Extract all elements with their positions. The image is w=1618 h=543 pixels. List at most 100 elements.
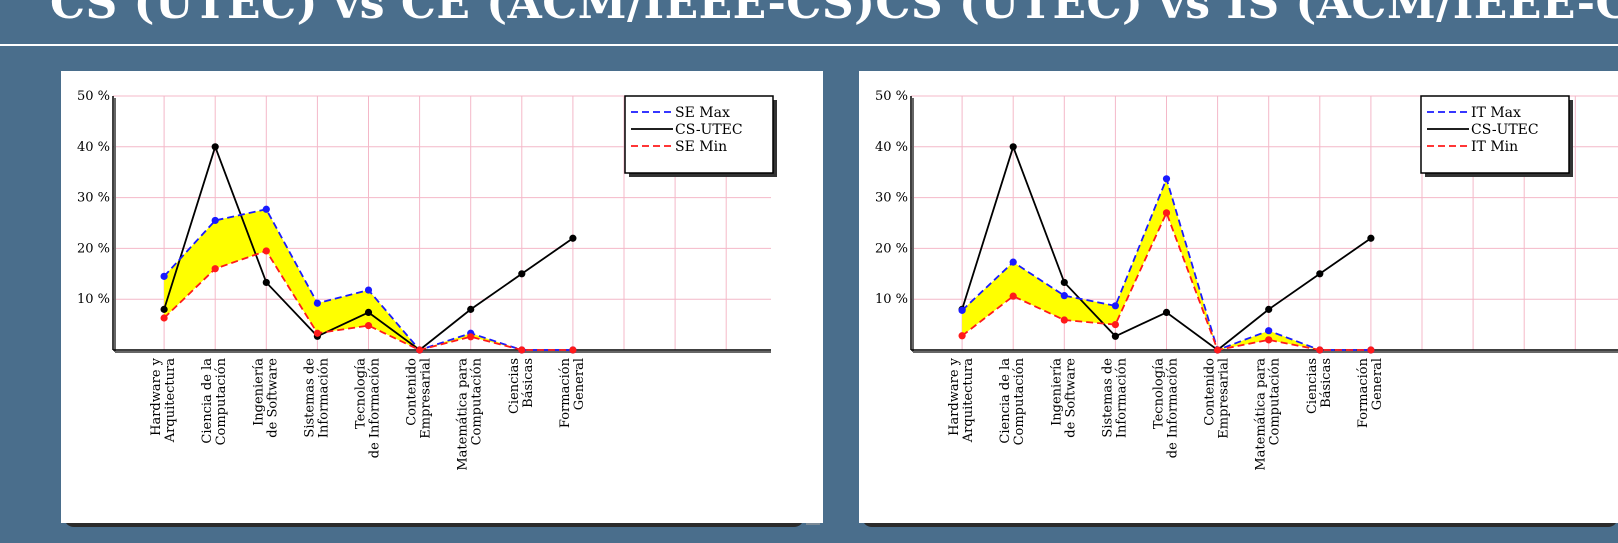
data-point-cs <box>1060 278 1068 287</box>
data-point-min <box>262 247 270 255</box>
data-point-min <box>160 314 168 322</box>
data-point-min <box>1214 346 1222 354</box>
y-tick-label: 50 % <box>875 89 908 104</box>
y-tick-label: 20 % <box>77 241 110 256</box>
data-point-min <box>313 329 321 337</box>
data-point-min <box>1265 336 1273 344</box>
data-point-cs <box>160 305 168 313</box>
legend-label: SE Max <box>675 105 730 121</box>
slide-title: CS (UTEC) vs CE (ACM/IEEE-CS)CS (UTEC) v… <box>50 0 1618 29</box>
category-label-line: Arquitectura <box>961 358 976 443</box>
category-label: Ingenieríade Software <box>1049 358 1078 438</box>
data-point-cs <box>364 308 373 317</box>
data-point-cs <box>1265 305 1273 313</box>
legend-label: CS-UTEC <box>675 122 743 138</box>
category-label-line: Empresarial <box>1217 358 1232 439</box>
data-point-max <box>211 216 219 225</box>
category-label: CienciasBásicas <box>507 358 536 414</box>
category-label-line: General <box>1370 358 1385 410</box>
category-label: FormaciónGeneral <box>1356 357 1385 428</box>
category-label: Ciencia de laComputación <box>200 357 229 445</box>
category-label-line: de Software <box>1063 358 1078 438</box>
y-tick-label: 10 % <box>875 292 908 307</box>
data-point-min <box>1162 209 1171 217</box>
category-label-line: Computación <box>470 357 485 445</box>
data-point-min <box>467 333 475 341</box>
data-point-max <box>1060 292 1068 300</box>
category-label-line: de Información <box>1166 357 1181 458</box>
category-label: FormaciónGeneral <box>558 357 587 428</box>
category-label-line: Hardware y <box>149 357 164 436</box>
data-point-max <box>364 286 373 294</box>
chart-panel-right: 10 % 20 % 30 % 40 % 50 % Hardware yArquitectu… <box>859 71 1618 523</box>
category-label: ContenidoEmpresarial <box>1203 358 1232 439</box>
category-label-line: Ciencias <box>507 358 522 414</box>
category-label: Matemática paraComputación <box>1254 357 1283 470</box>
category-label-line: Contenido <box>405 358 420 426</box>
category-label-line: Matemática para <box>456 358 471 471</box>
category-label-line: Hardware y <box>947 357 962 436</box>
data-point-cs <box>211 143 219 151</box>
category-label-line: Computación <box>1268 357 1283 445</box>
y-tick-label: 30 % <box>77 191 110 206</box>
chart-panel-left: 10 % 20 % 30 % 40 % 50 % Hardware yArquitectu… <box>61 71 823 523</box>
data-point-max <box>1111 302 1119 310</box>
data-point-max <box>262 205 270 213</box>
legend-label: IT Min <box>1471 139 1518 155</box>
slide-header: CS (UTEC) vs CE (ACM/IEEE-CS)CS (UTEC) v… <box>0 0 1618 44</box>
category-label-line: Ciencia de la <box>200 358 215 444</box>
data-point-min <box>1367 346 1375 354</box>
data-point-min <box>1316 346 1324 354</box>
category-label-line: Sistemas de <box>1100 358 1115 438</box>
category-label: Matemática paraComputación <box>456 357 485 470</box>
category-label-line: Información <box>1114 357 1129 438</box>
category-label: Sistemas deInformación <box>1100 357 1129 438</box>
category-label-line: Ciencia de la <box>998 358 1013 444</box>
category-label: Ingenieríade Software <box>251 358 280 438</box>
chart-svg-right: 10 % 20 % 30 % 40 % 50 % Hardware yArquitectu… <box>875 89 1618 471</box>
data-point-min <box>958 332 966 340</box>
data-point-cs <box>1367 234 1375 242</box>
data-point-cs <box>1111 332 1119 340</box>
data-point-min <box>518 346 526 354</box>
category-label-line: Básicas <box>521 358 536 408</box>
y-tick-label: 10 % <box>77 292 110 307</box>
legend-label: SE Min <box>675 139 727 155</box>
category-label: ContenidoEmpresarial <box>405 358 434 439</box>
data-point-cs <box>1162 308 1171 317</box>
data-point-cs <box>518 270 526 278</box>
data-point-max <box>958 306 966 314</box>
category-label-line: Computación <box>214 357 229 445</box>
category-label-line: de Información <box>368 357 383 458</box>
data-point-min <box>1111 321 1119 329</box>
category-label: Hardware yArquitectura <box>947 357 976 443</box>
category-label-line: Tecnología <box>354 358 369 429</box>
legend-label: IT Max <box>1471 105 1521 121</box>
data-point-cs <box>1316 270 1324 278</box>
category-label-line: General <box>572 358 587 410</box>
data-point-cs <box>569 234 577 242</box>
legend-box <box>624 95 774 174</box>
y-tick-label: 40 % <box>875 140 908 155</box>
category-label-line: Formación <box>558 357 573 428</box>
series-line-min <box>163 249 573 351</box>
category-label-line: Sistemas de <box>302 358 317 438</box>
category-label-line: Contenido <box>1203 358 1218 426</box>
category-label-line: Matemática para <box>1254 358 1269 471</box>
title-divider <box>0 44 1618 46</box>
min-max-band <box>164 209 573 350</box>
data-point-max <box>1009 258 1017 266</box>
category-label-line: Arquitectura <box>163 358 178 443</box>
data-point-min <box>1009 292 1017 300</box>
data-point-min <box>364 322 373 330</box>
data-point-max <box>1265 327 1273 335</box>
category-label: CienciasBásicas <box>1305 358 1334 414</box>
data-point-max <box>160 272 168 280</box>
data-point-max <box>1162 175 1171 183</box>
data-point-cs <box>1009 143 1017 151</box>
data-point-max <box>313 299 321 307</box>
y-tick-label: 40 % <box>77 140 110 155</box>
data-point-min <box>1060 316 1068 324</box>
y-tick-label: 30 % <box>875 191 908 206</box>
data-point-cs <box>262 278 270 287</box>
